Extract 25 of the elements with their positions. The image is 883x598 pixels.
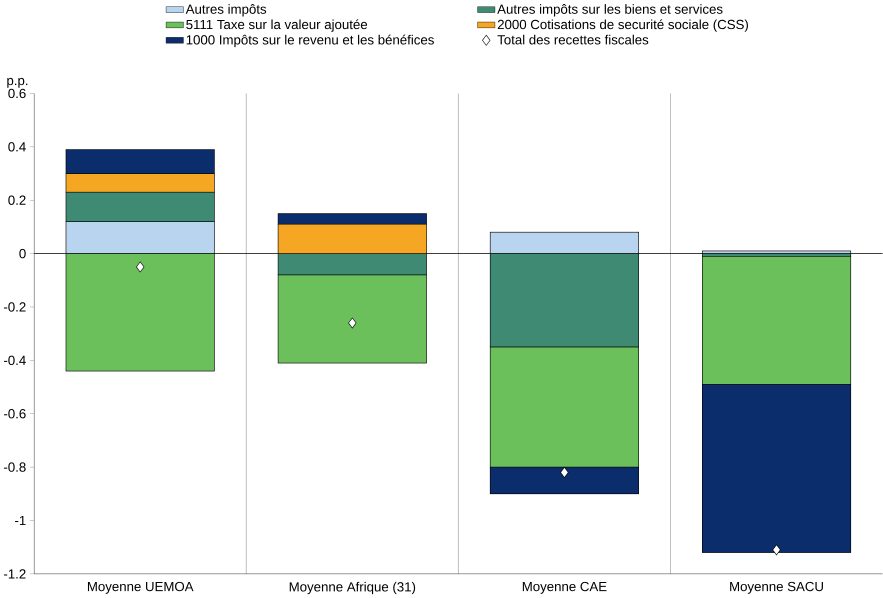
y-tick-label: -1 <box>15 516 26 526</box>
legend-label: Total des recettes fiscales <box>497 34 648 45</box>
legend-label: 1000 Impôts sur le revenu et les bénéfices <box>186 34 434 48</box>
y-tick-label: 0 <box>19 249 26 258</box>
x-tick-label: Moyenne UEMOA <box>88 582 194 594</box>
y-axis-title: p.p. <box>7 78 28 88</box>
y-tick-label: 0.6 <box>8 88 26 98</box>
y-tick-label: -0.4 <box>4 356 26 366</box>
y-tick-label: -0.6 <box>4 409 26 419</box>
x-tick-label: Moyenne CAE <box>522 582 607 594</box>
y-tick-label: -1.2 <box>4 569 26 579</box>
point <box>772 544 781 556</box>
legend-label: Autres impôts <box>186 4 266 17</box>
x-tick-label: Moyenne Afrique (31) <box>290 582 416 594</box>
point <box>560 467 569 478</box>
legend-label: 5111 Taxe sur la valeur ajoutée <box>186 20 368 32</box>
legend-label: Autres impôts sur les biens et services <box>497 4 723 17</box>
y-tick-label: -0.2 <box>4 302 26 312</box>
point <box>136 262 144 273</box>
y-tick-label: -0.8 <box>4 462 26 472</box>
y-tick-label: 0.4 <box>8 142 26 152</box>
point <box>348 318 356 329</box>
legend-label: 2000 Cotisations de securité sociale (CSS) <box>498 20 748 32</box>
y-tick-label: 0.2 <box>8 196 26 206</box>
x-tick-label: Moyenne SACU <box>730 582 823 594</box>
